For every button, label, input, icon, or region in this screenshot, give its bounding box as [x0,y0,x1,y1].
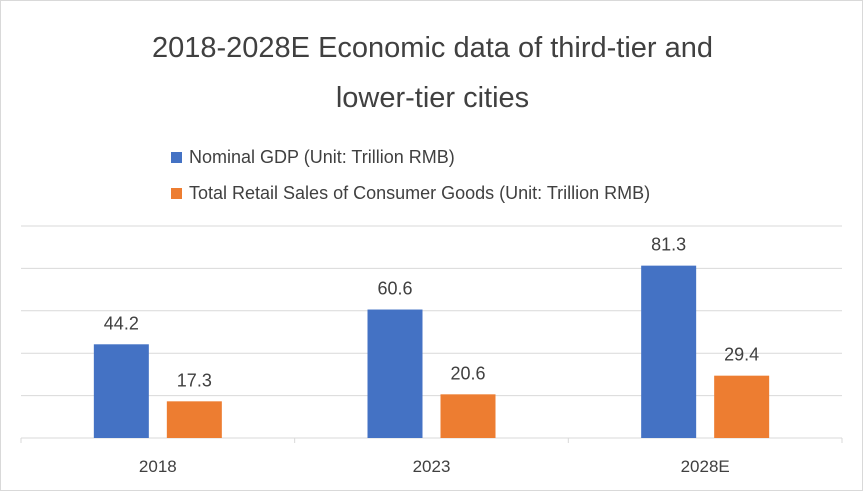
chart-title-line-2: lower-tier cities [335,82,530,114]
data-label: 17.3 [177,370,212,390]
bar-gdp-2023 [367,309,423,438]
legend-label-gdp: Nominal GDP (Unit: Trillion RMB) [189,146,455,167]
data-label: 81.3 [651,235,686,255]
bar-gdp-2028E [641,265,697,438]
legend-swatch-gdp [171,151,182,163]
x-tick-label: 2018 [139,457,177,476]
legend-item-retail: Total Retail Sales of Consumer Goods (Un… [171,175,650,211]
data-label: 29.4 [724,345,759,365]
legend-swatch-retail [171,187,182,199]
legend-label-retail: Total Retail Sales of Consumer Goods (Un… [189,182,651,203]
chart-legend: Nominal GDP (Unit: Trillion RMB) Total R… [171,139,650,211]
data-label: 20.6 [450,363,485,383]
x-tick-label: 2023 [413,457,451,476]
chart-title-line-1: 2018-2028E Economic data of third-tier a… [151,32,713,64]
bar-retail-2018 [166,401,222,438]
chart-title: 2018-2028E Economic data of third-tier a… [1,23,863,123]
bar-retail-2028E [714,375,770,438]
bar-gdp-2018 [93,344,149,438]
data-label: 60.6 [377,279,412,299]
data-label: 44.2 [104,313,139,333]
x-tick-label: 2028E [681,457,730,476]
legend-item-gdp: Nominal GDP (Unit: Trillion RMB) [171,139,650,175]
bar-retail-2023 [440,394,496,438]
